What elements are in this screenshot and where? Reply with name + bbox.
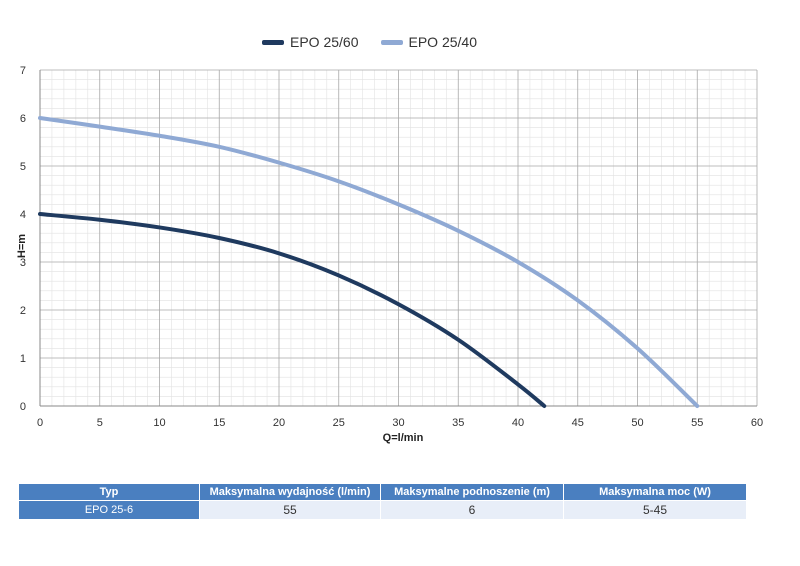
x-tick-label: 25 bbox=[333, 417, 345, 429]
y-axis-title: H=m bbox=[16, 233, 28, 259]
legend-swatch bbox=[380, 39, 403, 45]
y-tick-label: 5 bbox=[20, 161, 26, 173]
x-tick-label: 15 bbox=[213, 417, 225, 429]
y-tick-label: 4 bbox=[20, 209, 26, 221]
x-tick-label: 0 bbox=[37, 417, 43, 429]
x-tick-label: 20 bbox=[273, 417, 285, 429]
x-tick-label: 60 bbox=[751, 417, 763, 429]
legend-swatch bbox=[262, 39, 284, 45]
series-line-epo-25-40 bbox=[38, 116, 700, 408]
legend: EPO 25/60 EPO 25/40 bbox=[262, 34, 477, 50]
header-max-flow: Maksymalna wydajność (l/min) bbox=[199, 483, 381, 501]
y-tick-label: 1 bbox=[20, 353, 26, 365]
cell-max-power: 5-45 bbox=[563, 500, 747, 520]
x-tick-label: 40 bbox=[512, 417, 524, 429]
legend-item-epo-25-40: EPO 25/40 bbox=[380, 34, 478, 50]
legend-item-epo-25-60: EPO 25/60 bbox=[262, 34, 359, 50]
y-tick-label: 6 bbox=[20, 113, 26, 125]
y-tick-label: 7 bbox=[20, 65, 26, 77]
series-lines bbox=[38, 116, 700, 408]
x-tick-label: 10 bbox=[153, 417, 165, 429]
header-max-power: Maksymalna moc (W) bbox=[563, 483, 747, 501]
cell-max-head: 6 bbox=[380, 500, 564, 520]
header-typ: Typ bbox=[18, 483, 200, 501]
x-tick-label: 50 bbox=[631, 417, 643, 429]
y-tick-label: 0 bbox=[20, 401, 26, 413]
x-tick-label: 45 bbox=[572, 417, 584, 429]
header-max-head: Maksymalne podnoszenie (m) bbox=[380, 483, 564, 501]
series-line-epo-25-60 bbox=[38, 212, 547, 408]
spec-table-header-row: Typ Maksymalna wydajność (l/min) Maksyma… bbox=[18, 483, 747, 501]
table-row: EPO 25-6 55 6 5-45 bbox=[18, 500, 747, 520]
x-tick-label: 35 bbox=[452, 417, 464, 429]
x-tick-label: 5 bbox=[97, 417, 103, 429]
y-tick-label: 2 bbox=[20, 305, 26, 317]
spec-table: Typ Maksymalna wydajność (l/min) Maksyma… bbox=[18, 483, 747, 520]
x-tick-label: 55 bbox=[691, 417, 703, 429]
x-tick-label: 30 bbox=[392, 417, 404, 429]
x-axis-title: Q=l/min bbox=[382, 432, 424, 444]
cell-max-flow: 55 bbox=[199, 500, 381, 520]
cell-type: EPO 25-6 bbox=[18, 500, 200, 520]
legend-label: EPO 25/60 bbox=[290, 34, 359, 50]
axes bbox=[39, 70, 757, 407]
legend-label: EPO 25/40 bbox=[408, 34, 478, 50]
y-tick-label: 3 bbox=[20, 257, 26, 269]
